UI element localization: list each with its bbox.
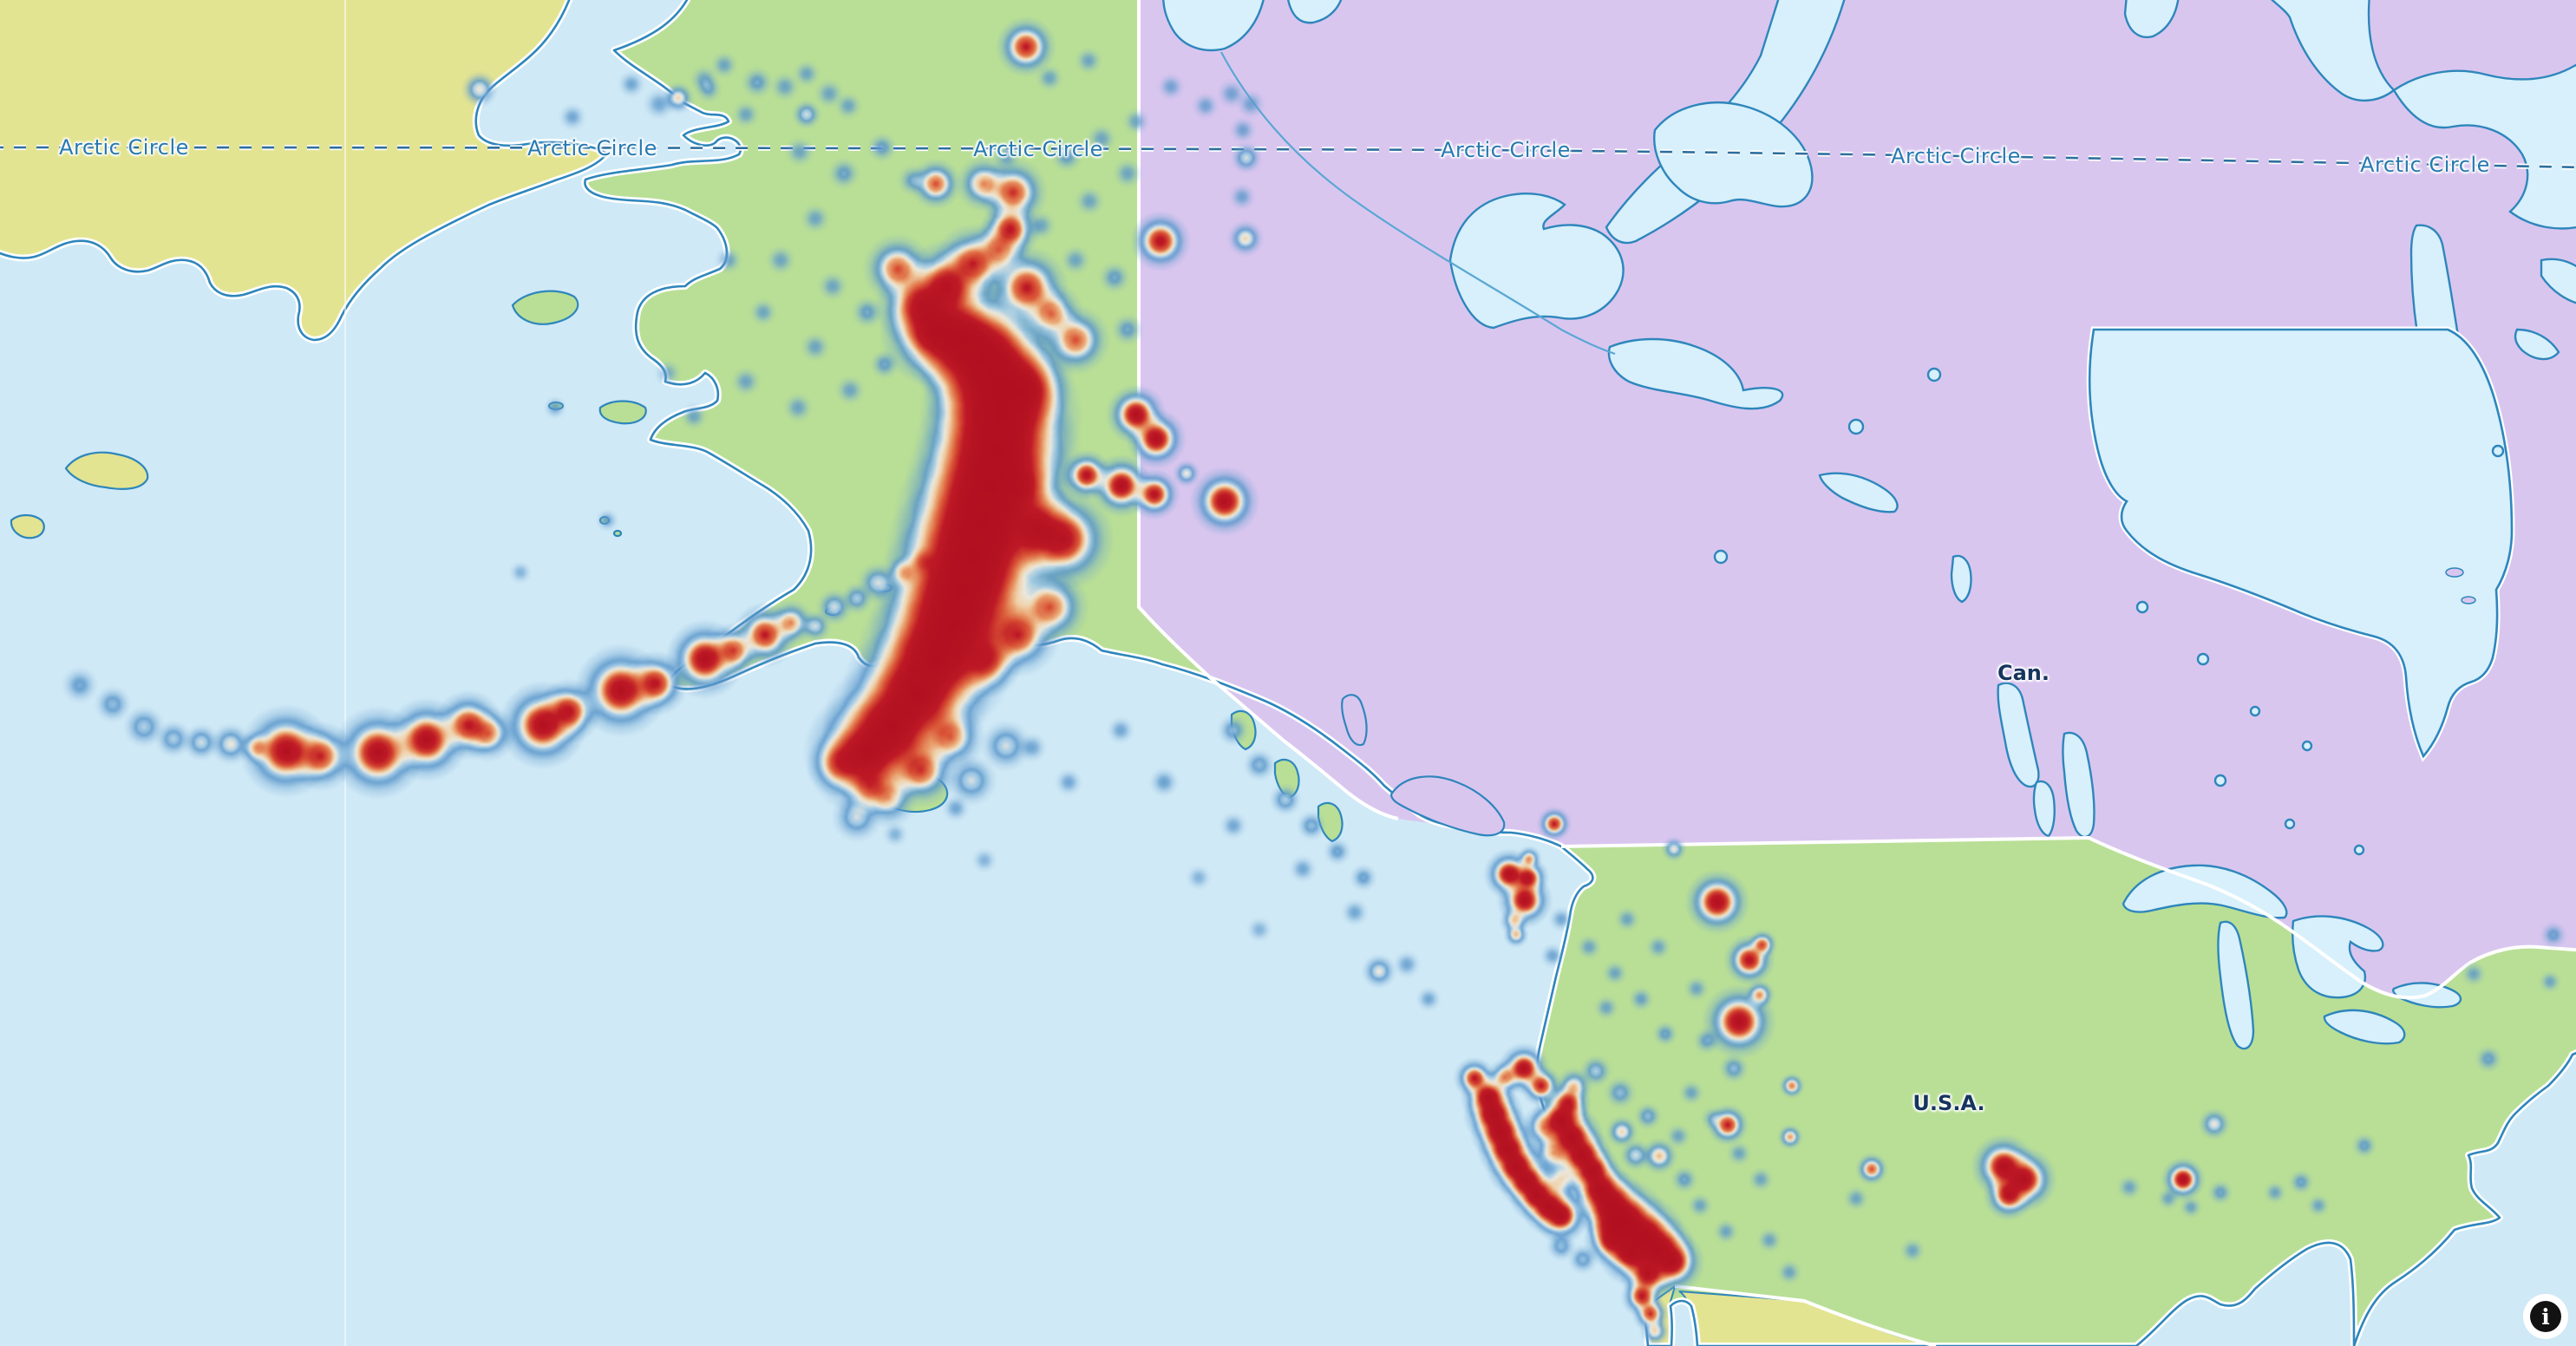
info-button[interactable]: i <box>2523 1294 2568 1339</box>
info-icon: i <box>2530 1301 2561 1332</box>
info-icon-glyph: i <box>2541 1304 2550 1330</box>
nunivak-island <box>598 400 647 425</box>
